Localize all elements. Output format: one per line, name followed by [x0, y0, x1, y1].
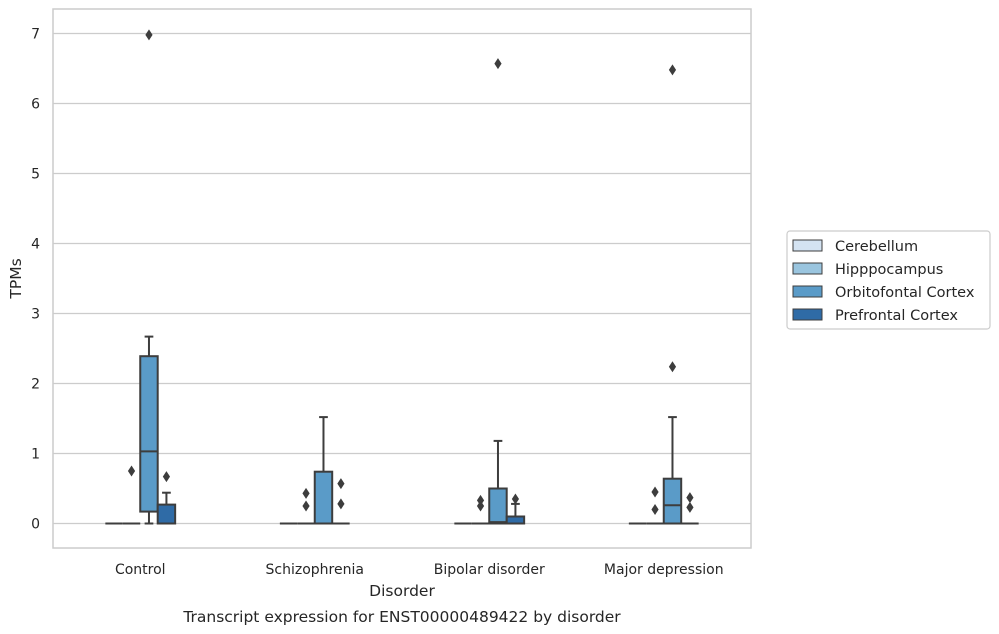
x-tick-label: Bipolar disorder — [434, 562, 545, 578]
box-body — [156, 503, 177, 525]
legend-label: Cerebellum — [835, 239, 918, 255]
chart-caption: Transcript expression for ENST0000048942… — [182, 608, 621, 626]
legend-swatch — [792, 308, 823, 321]
outlier-point — [651, 504, 659, 515]
outlier-point — [668, 361, 677, 373]
box — [313, 416, 334, 525]
box-body — [488, 487, 508, 525]
outlier-point — [476, 500, 485, 512]
box — [139, 29, 159, 525]
outlier-point — [145, 29, 153, 41]
series-hipppocampus — [122, 465, 664, 525]
legend-frame — [786, 230, 991, 330]
legend: Cerebellum Hipppocampus Orbitofontal Corte… — [786, 230, 991, 330]
box-plot-series — [105, 29, 699, 525]
outlier-point — [162, 471, 171, 483]
outlier-point — [511, 493, 520, 505]
y-tick-label: 4 — [31, 237, 40, 253]
box — [662, 64, 683, 525]
legend-item: Cerebellum — [792, 239, 918, 255]
y-tick-labels: 0 1 2 3 4 5 6 7 — [31, 27, 40, 533]
outlier-point — [127, 465, 136, 477]
outlier-point — [302, 487, 310, 499]
box-body — [139, 355, 159, 513]
y-tick-label: 6 — [31, 97, 40, 113]
series-prefrontal-cortex — [156, 471, 699, 525]
outlier-point — [337, 498, 345, 510]
legend-swatch — [792, 239, 823, 252]
plot-frame — [52, 8, 752, 549]
x-axis-label: Disorder — [369, 582, 435, 600]
outlier-point — [337, 478, 345, 490]
outlier-point — [686, 501, 694, 513]
legend-swatch — [792, 285, 823, 298]
box — [681, 492, 699, 525]
box-body — [662, 477, 683, 525]
box — [646, 486, 664, 525]
x-tick-label: Schizophrenia — [266, 562, 364, 578]
y-tick-label: 2 — [31, 377, 40, 393]
x-tick-label: Major depression — [604, 562, 724, 578]
y-axis-label: TPMs — [7, 258, 25, 299]
legend-item: Prefrontal Cortex — [792, 308, 958, 324]
y-tick-label: 7 — [31, 27, 40, 43]
box — [471, 494, 490, 525]
outlier-point — [476, 494, 485, 506]
series-orbitofontal-cortex — [139, 29, 683, 525]
gridlines — [53, 32, 751, 525]
y-tick-label: 1 — [31, 447, 40, 463]
y-tick-label: 5 — [31, 167, 40, 183]
x-tick-labels: Control Schizophrenia Bipolar disorder Majo… — [115, 562, 724, 578]
box — [488, 58, 508, 525]
legend-item: Orbitofontal Cortex — [792, 285, 975, 301]
box-body — [505, 515, 526, 525]
x-tick-label: Control — [115, 562, 166, 578]
legend-swatch — [792, 262, 823, 275]
box-body — [313, 470, 334, 525]
legend-label: Hipppocampus — [835, 262, 943, 278]
legend-label: Prefrontal Cortex — [835, 308, 958, 324]
box — [505, 493, 526, 525]
outlier-point — [668, 64, 677, 76]
box — [156, 471, 177, 525]
legend-item: Hipppocampus — [792, 262, 943, 278]
y-tick-label: 3 — [31, 307, 40, 323]
outlier-point — [651, 486, 659, 498]
outlier-point — [302, 500, 310, 512]
box — [122, 465, 141, 525]
legend-label: Orbitofontal Cortex — [835, 285, 975, 301]
box — [297, 487, 315, 525]
outlier-point — [686, 492, 694, 504]
outlier-point — [494, 58, 502, 70]
y-tick-label: 0 — [31, 517, 40, 533]
box — [332, 478, 350, 525]
